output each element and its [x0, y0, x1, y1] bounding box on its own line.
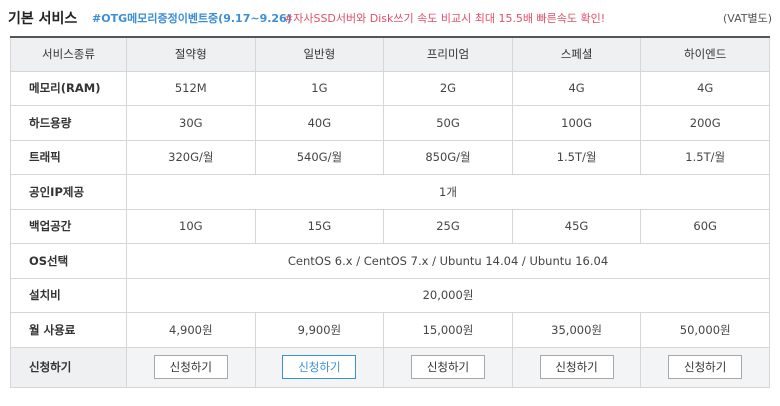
- table-cell: 1.5T/월: [640, 139, 770, 175]
- traffic-row: 트래픽 320G/월 540G/월 850G/월 1.5T/월 1.5T/월: [10, 139, 770, 175]
- table-cell: 2G: [383, 70, 513, 106]
- table-cell: 4G: [640, 70, 770, 106]
- row-label-backup: 백업공간: [10, 208, 127, 244]
- row-label-setup: 설치비: [10, 277, 127, 313]
- table-cell-merged: CentOS 6.x / CentOS 7.x / Ubuntu 14.04 /…: [126, 243, 770, 279]
- apply-button-special[interactable]: 신청하기: [539, 355, 614, 379]
- service-header: 기본 서비스 #OTG메모리증정이벤트중(9.17~9.26) #자사SSD서버…: [0, 0, 780, 36]
- backup-row: 백업공간 10G 15G 25G 45G 60G: [10, 208, 770, 244]
- table-cell: 50,000원: [640, 312, 770, 348]
- table-cell: 850G/월: [383, 139, 513, 175]
- table-cell: 4,900원: [126, 312, 256, 348]
- apply-button-economy[interactable]: 신청하기: [153, 355, 228, 379]
- apply-button-standard[interactable]: 신청하기: [282, 355, 357, 379]
- table-cell: 50G: [383, 105, 513, 141]
- row-label-os: OS선택: [10, 243, 127, 279]
- row-label-disk: 하드용량: [10, 105, 127, 141]
- setup-row: 설치비 20,000원: [10, 277, 770, 313]
- monthly-row: 월 사용료 4,900원 9,900원 15,000원 35,000원 50,0…: [10, 312, 770, 348]
- event-tag[interactable]: #OTG메모리증정이벤트중(9.17~9.26): [92, 12, 292, 25]
- plan-header-premium: 프리미엄: [383, 36, 513, 72]
- service-plan-table: 서비스종류 절약형 일반형 프리미엄 스페셜 하이엔드 메모리(RAM) 512…: [10, 36, 770, 388]
- plan-header-special: 스페셜: [511, 36, 642, 72]
- row-label-memory: 메모리(RAM): [10, 70, 127, 106]
- plan-header-standard: 일반형: [254, 36, 385, 72]
- table-cell: 200G: [640, 105, 770, 141]
- table-cell: 9,900원: [254, 312, 385, 348]
- apply-cell: 신청하기: [383, 346, 513, 388]
- table-cell: 30G: [126, 105, 256, 141]
- apply-button-premium[interactable]: 신청하기: [410, 355, 485, 379]
- table-cell: 40G: [254, 105, 385, 141]
- row-label-monthly: 월 사용료: [10, 312, 127, 348]
- table-cell: 15G: [254, 208, 385, 244]
- vat-note: (VAT별도): [722, 12, 772, 25]
- table-cell: 4G: [511, 70, 642, 106]
- apply-cell: 신청하기: [254, 346, 385, 388]
- apply-cell: 신청하기: [126, 346, 256, 388]
- promo-tag[interactable]: #자사SSD서버와 Disk쓰기 속도 비교시 최대 15.5배 빠른속도 확인…: [284, 12, 606, 25]
- section-title: 기본 서비스: [8, 11, 78, 27]
- row-label-ip: 공인IP제공: [10, 174, 127, 210]
- plan-header-highend: 하이엔드: [640, 36, 770, 72]
- apply-row: 신청하기 신청하기 신청하기 신청하기 신청하기 신청하기: [10, 346, 770, 388]
- plan-header-economy: 절약형: [126, 36, 256, 72]
- table-cell: 60G: [640, 208, 770, 244]
- table-cell: 45G: [511, 208, 642, 244]
- os-row: OS선택 CentOS 6.x / CentOS 7.x / Ubuntu 14…: [10, 243, 770, 279]
- table-cell: 25G: [383, 208, 513, 244]
- table-cell: 1.5T/월: [511, 139, 642, 175]
- row-label-traffic: 트래픽: [10, 139, 127, 175]
- table-cell: 35,000원: [511, 312, 642, 348]
- plan-header-row: 서비스종류 절약형 일반형 프리미엄 스페셜 하이엔드: [10, 36, 770, 72]
- apply-cell: 신청하기: [511, 346, 642, 388]
- table-cell: 512M: [126, 70, 256, 106]
- table-cell-merged: 1개: [126, 174, 770, 210]
- table-cell-merged: 20,000원: [126, 277, 770, 313]
- table-cell: 10G: [126, 208, 256, 244]
- apply-button-highend[interactable]: 신청하기: [668, 355, 743, 379]
- disk-row: 하드용량 30G 40G 50G 100G 200G: [10, 105, 770, 141]
- corner-header: 서비스종류: [10, 36, 127, 72]
- table-cell: 15,000원: [383, 312, 513, 348]
- ip-row: 공인IP제공 1개: [10, 174, 770, 210]
- memory-row: 메모리(RAM) 512M 1G 2G 4G 4G: [10, 70, 770, 106]
- table-cell: 320G/월: [126, 139, 256, 175]
- table-cell: 100G: [511, 105, 642, 141]
- apply-cell: 신청하기: [640, 346, 770, 388]
- table-cell: 1G: [254, 70, 385, 106]
- table-cell: 540G/월: [254, 139, 385, 175]
- row-label-apply: 신청하기: [10, 346, 127, 388]
